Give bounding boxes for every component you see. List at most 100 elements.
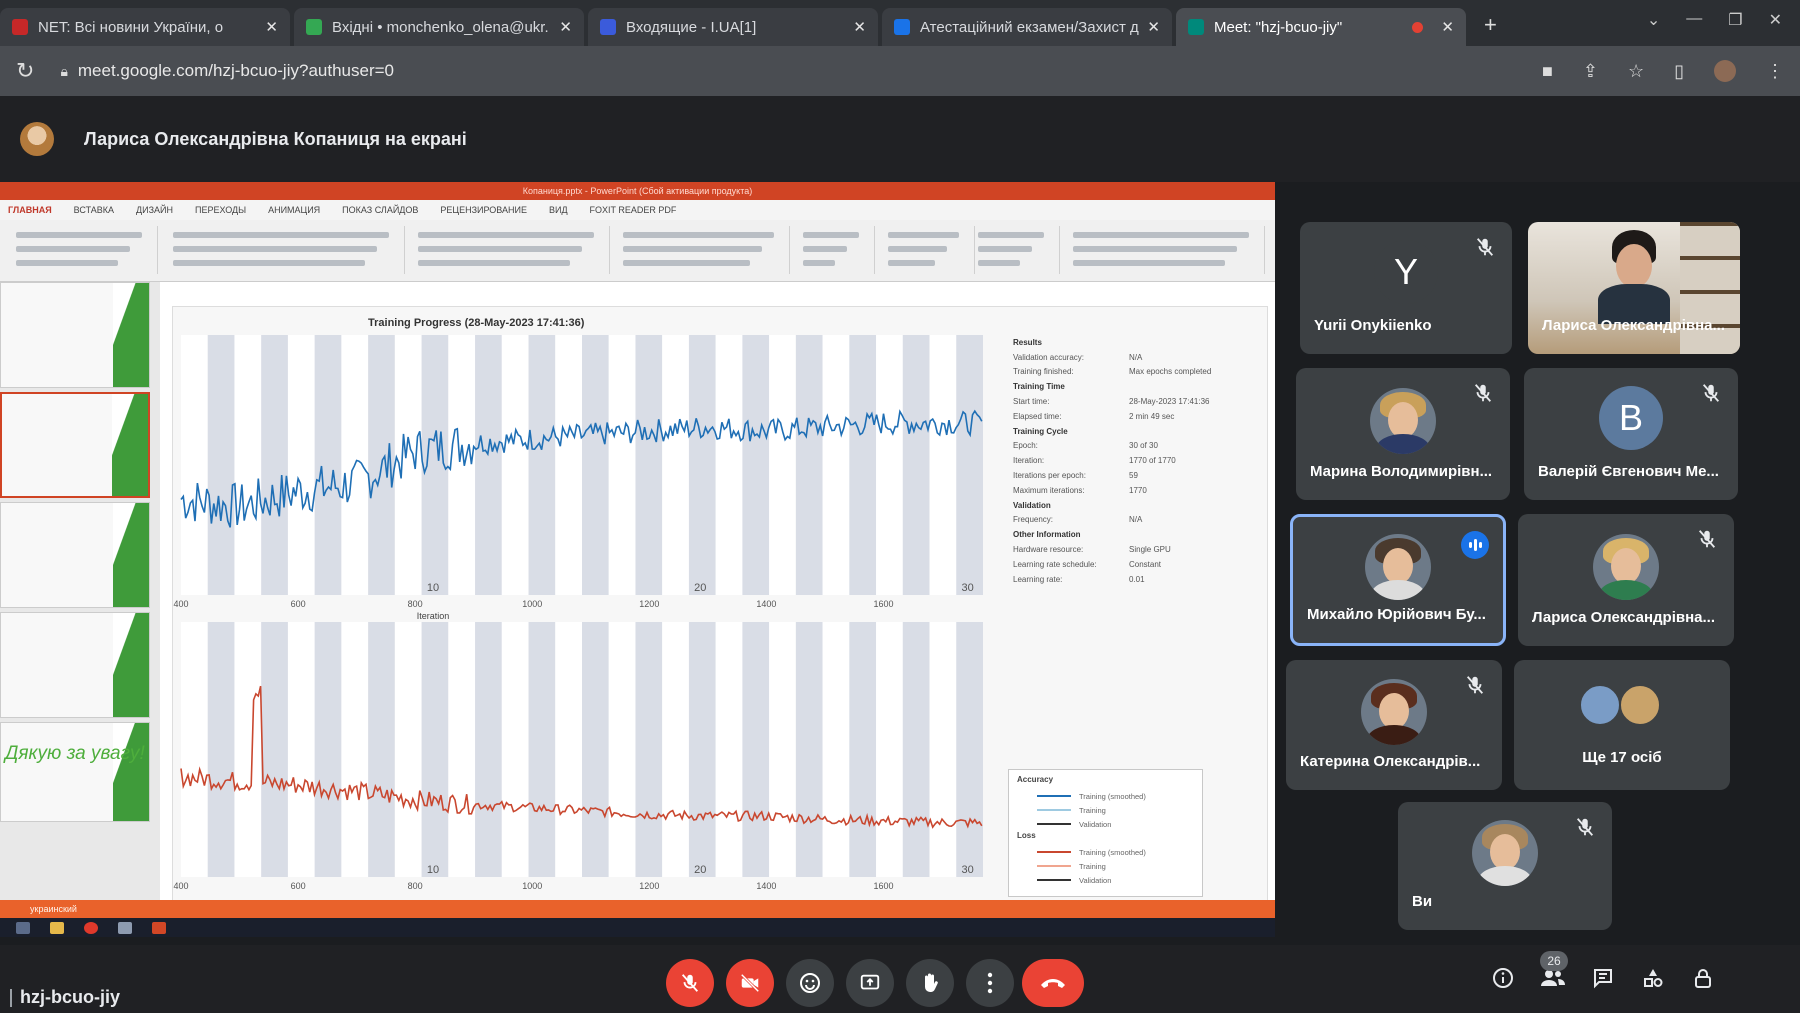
participant-tile[interactable]: B Валерій Євгенович Ме... <box>1524 368 1738 500</box>
participant-group-avatar <box>1579 684 1621 726</box>
epoch-band-loss <box>448 622 476 877</box>
browser-tab-active[interactable]: Meet: "hzj-bcuo-jiy" ✕ <box>1176 8 1466 46</box>
participant-video <box>1598 230 1670 324</box>
browser-tab[interactable]: Входящие - I.UA[1] ✕ <box>588 8 878 46</box>
participant-tile[interactable]: Катерина Олександрів... <box>1286 660 1502 790</box>
epoch-band-loss <box>314 622 342 877</box>
new-tab-button[interactable]: + <box>1484 12 1497 37</box>
participant-tile[interactable]: Ви <box>1398 802 1612 930</box>
mail-favicon <box>306 19 322 35</box>
participant-tile[interactable]: Лариса Олександрівна... <box>1528 222 1740 354</box>
results-key: Training Cycle <box>1013 426 1068 436</box>
ribbon-tab[interactable]: ВСТАВКА <box>73 205 115 215</box>
results-value: Max epochs completed <box>1129 367 1212 377</box>
ribbon-tab[interactable]: ДИЗАЙН <box>136 205 174 215</box>
close-window-icon[interactable]: ✕ <box>1768 12 1782 29</box>
x-tick-label: 1400 <box>756 599 776 609</box>
participant-tile[interactable]: Михайло Юрійович Бу... <box>1290 514 1506 646</box>
meeting-info-button[interactable] <box>1488 963 1518 993</box>
results-value: 0.01 <box>1129 574 1145 584</box>
tab-label: NET: Всі новини України, о <box>38 18 224 36</box>
reload-icon[interactable]: ↻ <box>16 58 35 83</box>
legend-entry: Training (smoothed) <box>1017 789 1194 803</box>
camera-off-button[interactable] <box>726 959 774 1007</box>
ribbon-tab[interactable]: ГЛАВНАЯ <box>8 205 52 215</box>
chat-button[interactable] <box>1588 963 1618 993</box>
legend-label: Training (smoothed) <box>1079 847 1146 857</box>
results-value: 59 <box>1129 471 1138 481</box>
participant-name: Катерина Олександрів... <box>1300 753 1481 770</box>
epoch-band-loss <box>822 622 850 877</box>
close-icon[interactable]: ✕ <box>853 19 866 36</box>
powerpoint-status-bar: украинский <box>0 900 1275 918</box>
epoch-label: 30 <box>962 582 974 594</box>
camera-icon[interactable]: ■ <box>1541 60 1553 81</box>
host-controls-button[interactable] <box>1688 963 1718 993</box>
mic-muted-icon <box>1574 816 1596 838</box>
browser-tab[interactable]: NET: Всі новини України, о ✕ <box>0 8 290 46</box>
raise-hand-button[interactable] <box>906 959 954 1007</box>
results-key: Other Information <box>1013 530 1081 540</box>
share-icon[interactable]: ⇪ <box>1582 60 1598 81</box>
results-key: Start time: <box>1013 397 1050 407</box>
star-icon[interactable]: ☆ <box>1627 60 1645 81</box>
powerpoint-ribbon-tabs: ГЛАВНАЯ ВСТАВКА ДИЗАЙН ПЕРЕХОДЫ АНИМАЦИЯ ПОКА… <box>0 200 1275 220</box>
epoch-band-accuracy <box>688 335 716 595</box>
participant-initial-avatar: B <box>1599 386 1663 451</box>
opera-icon <box>84 921 98 934</box>
participant-tile[interactable]: Марина Володимирівн... <box>1296 368 1510 500</box>
close-icon[interactable]: ✕ <box>559 19 572 36</box>
people-button[interactable]: 26 <box>1538 951 1568 993</box>
mic-off-button[interactable] <box>666 959 714 1007</box>
ribbon-tab[interactable]: ПЕРЕХОДЫ <box>195 205 247 215</box>
sidepanel-icon[interactable]: ▯ <box>1674 60 1684 81</box>
epoch-band-accuracy <box>715 335 743 595</box>
epoch-band-loss <box>662 622 689 877</box>
participant-tile[interactable]: Ще 17 осіб <box>1514 660 1730 790</box>
restore-icon[interactable]: ❐ <box>1728 12 1743 29</box>
close-icon[interactable]: ✕ <box>265 19 278 36</box>
ribbon-tab[interactable]: FOXIT READER PDF <box>589 205 677 215</box>
activities-button[interactable] <box>1638 963 1668 993</box>
results-row: Learning rate: 0.01 <box>1013 572 1263 587</box>
more-options-button[interactable] <box>966 959 1014 1007</box>
results-key: Training Time <box>1013 382 1065 392</box>
epoch-band-accuracy <box>207 335 235 595</box>
participant-tile[interactable]: Лариса Олександрівна... <box>1518 514 1734 646</box>
url-field[interactable]: meet.google.com/hzj-bcuo-jiy?authuser=0 <box>77 61 394 80</box>
epoch-band-accuracy <box>929 335 957 595</box>
participant-tile[interactable]: Y Yurii Onykiienko <box>1300 222 1512 354</box>
legend-section-title: Accuracy <box>1017 775 1054 784</box>
classroom-favicon <box>894 19 910 35</box>
browser-tab[interactable]: Атестаційний екзамен/Захист д ✕ <box>882 8 1172 46</box>
ribbon-tab[interactable]: РЕЦЕНЗИРОВАНИЕ <box>440 205 527 215</box>
ribbon-tab[interactable]: ВИД <box>548 205 568 215</box>
participant-photo-avatar <box>1472 820 1538 887</box>
ribbon-tab[interactable]: ПОКАЗ СЛАЙДОВ <box>342 205 419 215</box>
browser-tab[interactable]: Вхідні • monchenko_olena@ukr. ✕ <box>294 8 584 46</box>
profile-avatar[interactable] <box>1714 60 1736 82</box>
epoch-band-accuracy <box>795 335 823 595</box>
legend-swatch <box>1037 879 1071 881</box>
results-value: 1770 of 1770 <box>1129 456 1176 466</box>
epoch-band-accuracy <box>662 335 689 595</box>
lock-icon[interactable]: 🔒︎ <box>60 62 68 79</box>
results-key: Iterations per epoch: <box>1013 471 1086 481</box>
ribbon-tab[interactable]: АНИМАЦИЯ <box>268 205 321 215</box>
chevron-down-icon[interactable]: ⌄ <box>1646 12 1661 29</box>
close-icon[interactable]: ✕ <box>1441 19 1454 36</box>
presentation-banner: Лариса Олександрівна Копаниця на екрані <box>0 96 1800 182</box>
epoch-band-loss <box>849 622 877 877</box>
results-key: Elapsed time: <box>1013 411 1062 421</box>
minimize-icon[interactable]: — <box>1686 10 1703 27</box>
epoch-band-accuracy <box>555 335 582 595</box>
reactions-button[interactable] <box>786 959 834 1007</box>
close-icon[interactable]: ✕ <box>1147 19 1160 36</box>
epoch-label: 20 <box>694 582 706 594</box>
leave-call-button[interactable] <box>1022 959 1084 1007</box>
epoch-band-accuracy <box>849 335 877 595</box>
epoch-band-loss <box>181 622 208 877</box>
background-shelf <box>1680 222 1740 354</box>
menu-icon[interactable]: ⋮ <box>1766 60 1784 81</box>
present-screen-button[interactable] <box>846 959 894 1007</box>
